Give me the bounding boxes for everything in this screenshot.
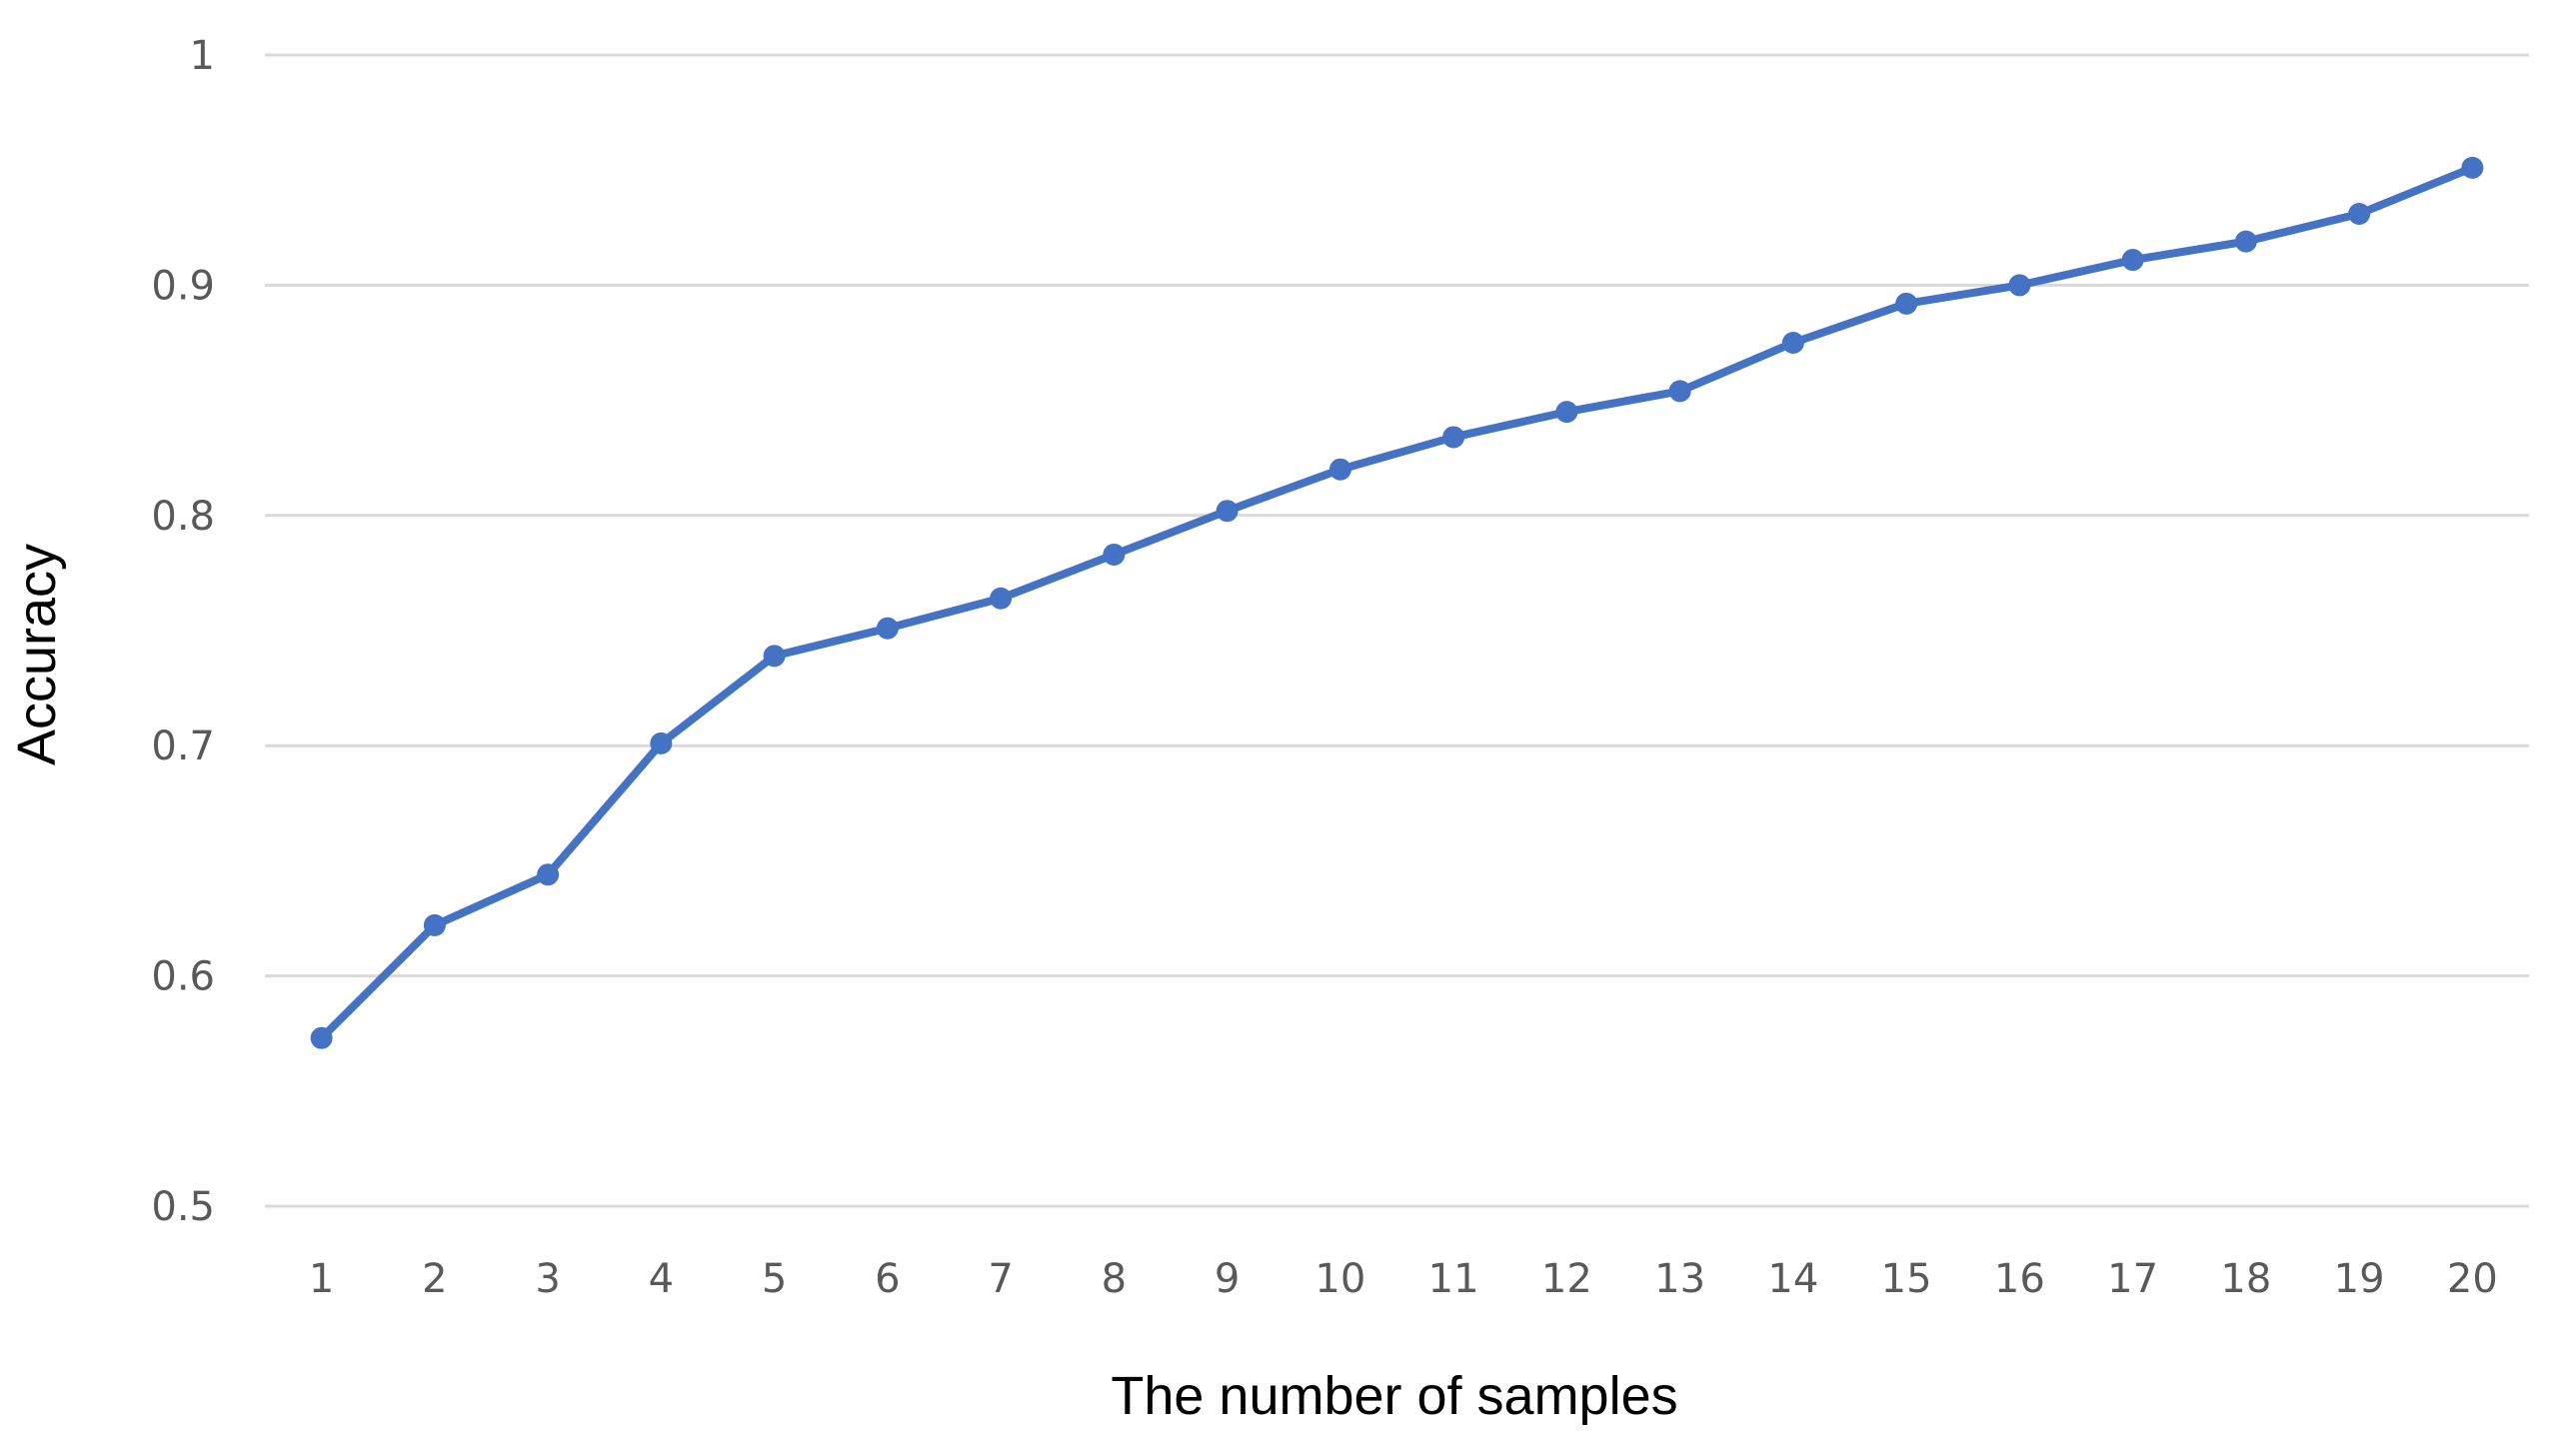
x-tick-label: 5 bbox=[762, 1256, 787, 1302]
x-tick-label: 8 bbox=[1102, 1256, 1127, 1302]
y-tick-label: 1 bbox=[190, 33, 215, 79]
x-tick-label: 18 bbox=[2220, 1256, 2271, 1302]
y-tick-label: 0.5 bbox=[151, 1184, 215, 1230]
data-point bbox=[2348, 202, 2371, 225]
x-tick-label: 16 bbox=[1994, 1256, 2045, 1302]
data-point bbox=[1895, 292, 1918, 315]
data-point bbox=[1328, 458, 1351, 481]
data-point bbox=[650, 731, 673, 754]
x-tick-label: 17 bbox=[2107, 1256, 2158, 1302]
y-tick-label: 0.8 bbox=[151, 494, 215, 540]
x-tick-label: 11 bbox=[1428, 1256, 1479, 1302]
x-tick-label: 13 bbox=[1654, 1256, 1705, 1302]
x-tick-label: 4 bbox=[649, 1256, 674, 1302]
data-point bbox=[537, 863, 560, 886]
data-point bbox=[876, 617, 899, 640]
data-point bbox=[2121, 249, 2144, 272]
x-tick-label: 14 bbox=[1767, 1256, 1818, 1302]
data-point bbox=[423, 913, 446, 936]
data-point bbox=[1442, 426, 1465, 449]
x-tick-labels: 1 2 3 4 5 6 7 8 9 10 11 12 13 14 15 16 17 18 19 20 bbox=[309, 1256, 2498, 1302]
x-tick-label: 15 bbox=[1881, 1256, 1932, 1302]
x-tick-label: 1 bbox=[309, 1256, 334, 1302]
data-point bbox=[1781, 332, 1804, 354]
x-tick-label: 12 bbox=[1541, 1256, 1592, 1302]
x-tick-label: 7 bbox=[988, 1256, 1013, 1302]
data-point bbox=[990, 587, 1013, 610]
x-tick-label: 10 bbox=[1314, 1256, 1365, 1302]
y-tick-label: 0.9 bbox=[151, 263, 215, 309]
data-point bbox=[1216, 500, 1239, 523]
x-tick-label: 20 bbox=[2447, 1256, 2498, 1302]
y-axis-title: Accuracy bbox=[7, 544, 67, 765]
series-line bbox=[317, 163, 2477, 1042]
series-group bbox=[310, 156, 2484, 1049]
data-point bbox=[1555, 401, 1578, 424]
data-point bbox=[1103, 543, 1126, 566]
data-point bbox=[310, 1026, 333, 1049]
x-tick-label: 19 bbox=[2334, 1256, 2385, 1302]
x-axis-title: The number of samples bbox=[1111, 1366, 1677, 1426]
data-point bbox=[2234, 230, 2257, 253]
y-tick-labels: 0.5 0.6 0.7 0.8 0.9 1 bbox=[151, 33, 215, 1230]
x-tick-label: 6 bbox=[875, 1256, 900, 1302]
x-tick-label: 3 bbox=[535, 1256, 560, 1302]
data-point bbox=[1668, 380, 1691, 403]
data-point bbox=[763, 645, 786, 668]
data-point bbox=[2008, 274, 2031, 297]
x-tick-label: 9 bbox=[1215, 1256, 1240, 1302]
y-tick-label: 0.6 bbox=[151, 954, 215, 1000]
data-point bbox=[2461, 156, 2484, 179]
y-tick-label: 0.7 bbox=[151, 723, 215, 769]
x-tick-label: 2 bbox=[422, 1256, 447, 1302]
gridlines bbox=[265, 53, 2529, 1208]
